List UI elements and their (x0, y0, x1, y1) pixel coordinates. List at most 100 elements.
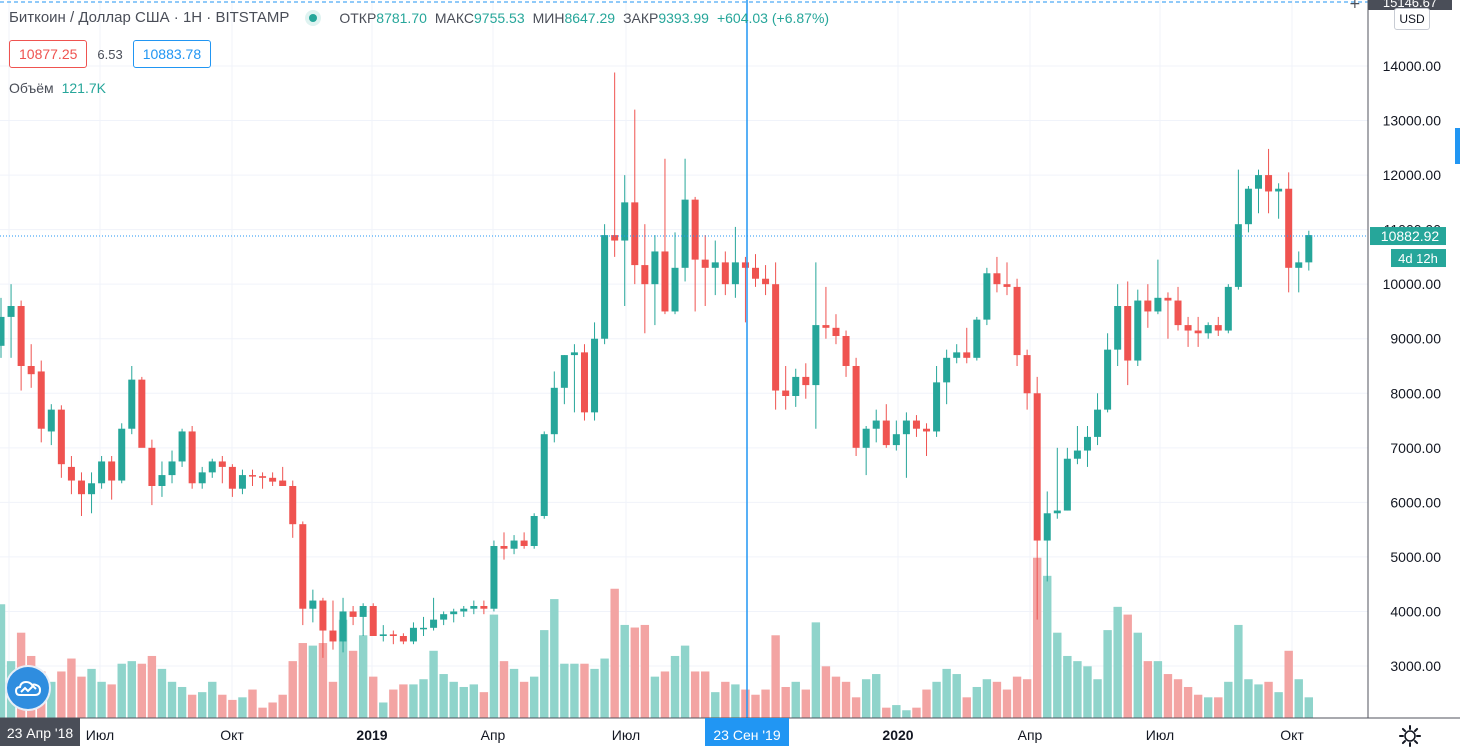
volume-bar (882, 707, 891, 718)
candle-body (963, 352, 971, 358)
candle-body (37, 371, 45, 429)
crosshair-plus-icon[interactable]: + (1349, 0, 1361, 12)
gear-icon[interactable] (1398, 724, 1422, 748)
candle-body (1285, 188, 1293, 268)
candle-body (1164, 297, 1172, 301)
candle-body (812, 325, 820, 386)
candle-body (882, 420, 890, 446)
candle-body (681, 199, 689, 268)
cloud-chart-icon (15, 680, 41, 696)
candle-body (661, 251, 669, 312)
time-tick-label: Июл (86, 727, 114, 743)
candle-body (510, 540, 518, 549)
candle-body (218, 461, 226, 467)
volume-bar (992, 681, 1002, 718)
candle-body (399, 636, 407, 642)
price-tick-label: 3000.00 (1390, 658, 1441, 674)
volume-bar (177, 686, 187, 718)
time-axis[interactable]: 23 Апр '18 Июл Окт 2019 Апр Июл 23 Сен '19 2020… (0, 718, 1304, 746)
ohlc-values: ОТКР8781.70 МАКС9755.53 МИН8647.29 ЗАКР9393… (339, 10, 829, 26)
sell-price-button[interactable]: 10877.25 (9, 40, 88, 68)
volume-bar (922, 689, 931, 718)
countdown-badge (1391, 249, 1446, 268)
ohlc-close-value: 9393.99 (658, 9, 709, 26)
volume-bar (198, 692, 207, 718)
grid (0, 0, 1368, 718)
volume-bar (409, 684, 418, 718)
ohlc-close-label: ЗАКР (623, 9, 659, 26)
volume-bar (167, 681, 177, 718)
volume-bar (831, 676, 841, 718)
candle-body (198, 472, 206, 484)
candle-body (731, 262, 739, 285)
candle-body (138, 379, 146, 448)
candle-body (752, 267, 759, 279)
volume-bar (902, 710, 911, 718)
candle-body (1275, 188, 1283, 192)
volume-bar (298, 643, 307, 718)
volume-bar (1163, 674, 1173, 718)
candle-body (158, 475, 166, 486)
candle-body (872, 420, 880, 429)
volume-bar (1002, 689, 1012, 718)
volume-bar (932, 681, 941, 718)
volume-bar (1284, 650, 1293, 718)
volume-bar (761, 689, 770, 718)
candle-body (983, 273, 991, 320)
volume-bar (228, 699, 237, 718)
volume-bar (429, 650, 438, 718)
candle-body (560, 355, 568, 388)
candle-body (892, 434, 900, 446)
volume-bar (1294, 679, 1303, 718)
ohlc-low-value: 8647.29 (564, 9, 616, 26)
candle-body (1224, 286, 1232, 331)
candle-body (741, 262, 749, 268)
candle-body (802, 376, 810, 386)
candle-body (1114, 305, 1122, 350)
volume-bar (258, 707, 267, 718)
candle-body (67, 466, 75, 481)
volume-bar (107, 684, 116, 718)
volume-bar (117, 663, 126, 718)
candle-body (188, 431, 196, 484)
candle-body (1124, 305, 1132, 361)
time-first-label: 23 Апр '18 (7, 725, 74, 741)
time-first-label-bg (0, 718, 80, 746)
candle-body (289, 485, 297, 525)
volume-bar (1053, 632, 1062, 718)
volume-bar (1022, 679, 1032, 718)
volume-bar (97, 681, 106, 718)
candle-body (772, 284, 780, 391)
currency-button[interactable]: USD (1394, 8, 1430, 30)
candle-body (782, 390, 790, 396)
symbol-title[interactable]: Биткоин / Доллар США · 1Н · BITSTAMP (9, 9, 290, 26)
time-tick-label: Июл (612, 727, 640, 743)
volume-bar (731, 684, 740, 718)
candle-body (77, 480, 85, 495)
volume-bar (469, 684, 479, 718)
buy-price-button[interactable]: 10883.78 (132, 40, 212, 68)
candle-body (430, 619, 438, 628)
candle-body (943, 357, 951, 383)
candle-body (208, 461, 216, 473)
tradingview-logo-icon[interactable] (7, 667, 49, 709)
ohlc-open-value: 8781.70 (376, 9, 427, 26)
volume-bar (570, 663, 579, 718)
candle-body (440, 614, 448, 620)
volume-bar (1234, 624, 1243, 718)
candle-body (1154, 297, 1162, 312)
candle-body (852, 365, 860, 448)
ohlc-change: +604.03 (+6.87%) (716, 9, 830, 26)
time-tick-label: Апр (1018, 727, 1043, 743)
volume-bar (439, 674, 448, 718)
candle-body (1295, 262, 1303, 268)
candle-body (88, 483, 96, 495)
price-tick-label: 13000.00 (1383, 113, 1442, 129)
volume-label: Объём (9, 80, 54, 96)
volume-legend[interactable]: Объём 121.7K (9, 80, 106, 96)
last-price-badge (1370, 227, 1446, 246)
candle-body (1204, 325, 1212, 334)
candle-body (621, 202, 629, 241)
candle-body (1013, 286, 1021, 356)
